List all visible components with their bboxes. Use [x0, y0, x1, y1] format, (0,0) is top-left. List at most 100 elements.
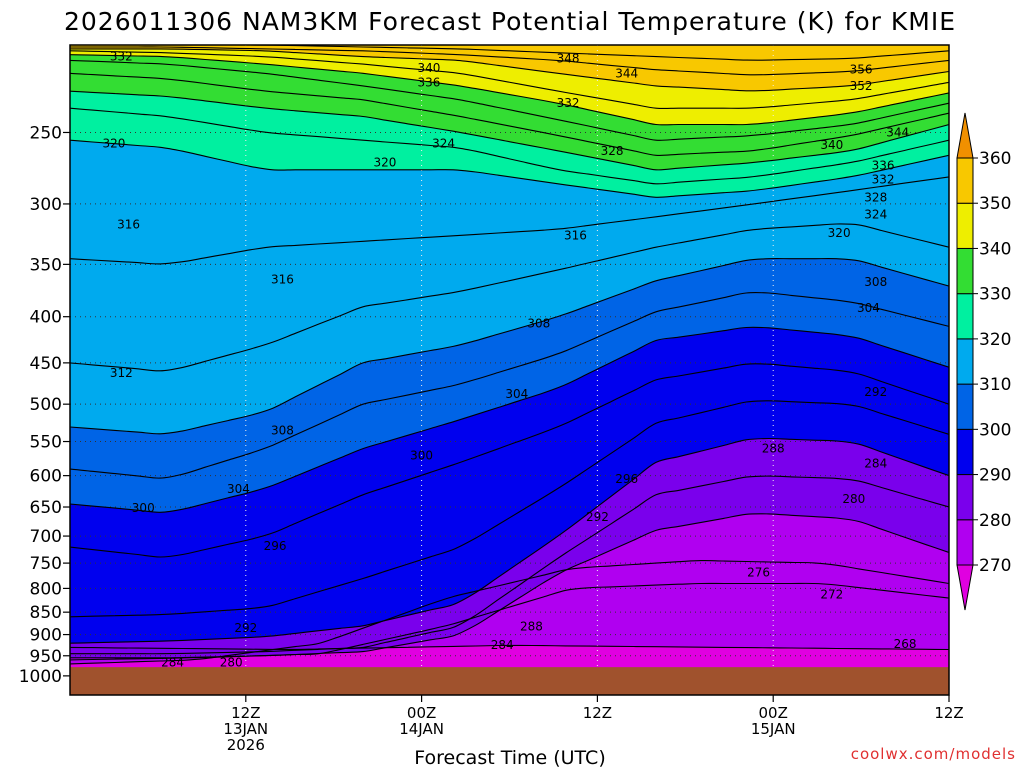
isentrope-268: [70, 644, 949, 651]
x-tick-label: 13JAN: [223, 720, 268, 738]
colorbar-under-arrow: [956, 564, 974, 611]
isentrope-304: [70, 291, 949, 479]
contour-label: 344: [615, 66, 638, 80]
contour-label: 340: [820, 138, 843, 152]
contour-label: 348: [557, 51, 580, 65]
contour-label: 324: [432, 136, 455, 150]
isentrope-320: [70, 139, 949, 198]
contour-label: 304: [857, 301, 880, 315]
contour-label: 300: [132, 501, 155, 515]
grid-lines: [70, 45, 949, 695]
colorbar-label: 350: [979, 194, 1011, 214]
isentrope-288: [70, 437, 949, 644]
contour-label: 276: [747, 565, 770, 579]
plot-frame: [69, 44, 950, 696]
contour-label: 332: [557, 96, 580, 110]
y-tick-label: 750: [30, 554, 62, 574]
colorbar-segment: [956, 247, 974, 295]
contour-label: 332: [872, 173, 895, 187]
contour-label: 284: [491, 638, 514, 652]
colorbar-segment: [956, 157, 974, 204]
isentrope-328: [70, 90, 949, 171]
filled-contours: [70, 45, 949, 695]
contour-label: 320: [102, 136, 125, 150]
contour-label: 324: [864, 207, 887, 221]
contour-label: 288: [762, 442, 785, 456]
x-tick-label: 00Z: [759, 704, 788, 722]
x-tick-label: 15JAN: [751, 720, 796, 738]
colorbar-label: 270: [979, 556, 1011, 576]
contour-label: 300: [410, 449, 433, 463]
colorbar-label: 320: [979, 330, 1011, 350]
contour-label: 296: [264, 539, 287, 553]
contour-label: 296: [615, 472, 638, 486]
isentrope-lines: [70, 45, 949, 665]
y-tick-label: 300: [30, 195, 62, 215]
y-tick-label: 650: [30, 498, 62, 518]
contour-label: 280: [842, 492, 865, 506]
contour-label: 316: [117, 217, 140, 231]
fill-band-356: [70, 45, 949, 61]
isentrope-292: [70, 400, 949, 618]
contour-label: 292: [234, 621, 257, 635]
isentrope-356: [70, 45, 949, 61]
contour-label: 320: [828, 226, 851, 240]
isentrope-296: [70, 363, 949, 558]
contour-label: 312: [110, 366, 133, 380]
x-tick-label: 00Z: [407, 704, 436, 722]
contour-label: 316: [271, 273, 294, 287]
credit-text[interactable]: coolwx.com/models: [851, 745, 1016, 763]
contour-label: 288: [520, 620, 543, 634]
contour-label: 328: [601, 144, 624, 158]
colorbar-label: 290: [979, 466, 1011, 486]
contour-label: 304: [227, 482, 250, 496]
isentrope-316: [70, 176, 949, 265]
colorbar-segment: [956, 202, 974, 249]
colorbar-segment: [956, 293, 974, 340]
colorbar: 270 280 290 300 310 320 330 340 350 360: [956, 112, 1011, 611]
contour-label: 356: [850, 63, 873, 77]
contour-label: 268: [894, 637, 917, 651]
contour-label: 308: [864, 275, 887, 289]
isentrope-280: [70, 513, 949, 659]
contour-label: 308: [527, 317, 550, 331]
contour-label: 284: [864, 457, 887, 471]
y-tick-label: 400: [30, 308, 62, 328]
y-tick-label: 450: [30, 354, 62, 374]
contour-labels: 332 348 340 344 356 336 352 332 320 324 328 340 344 3…: [102, 50, 916, 670]
colorbar-label: 360: [979, 149, 1011, 169]
isentrope-348: [70, 48, 949, 92]
contour-label: 272: [820, 588, 843, 602]
colorbar-segment: [956, 519, 974, 566]
x-tick-label: 14JAN: [399, 720, 444, 738]
contour-label: 284: [161, 656, 184, 670]
contour-label: 352: [850, 79, 873, 93]
chart-title: 2026011306 NAM3KM Forecast Potential Tem…: [64, 7, 956, 36]
y-tick-label: 1000: [19, 667, 62, 687]
contour-label: 280: [220, 656, 243, 670]
colorbar-over-arrow: [956, 112, 974, 159]
isentrope-344: [70, 50, 949, 110]
y-axis: 250 300 350 400 450 500 550 600 650 700 750 800 850 9…: [19, 123, 70, 687]
x-tick-label: 12Z: [583, 704, 612, 722]
y-tick-label: 700: [30, 527, 62, 547]
x-tick-label: 12Z: [231, 704, 260, 722]
y-tick-label: 600: [30, 467, 62, 487]
isentrope-300: [70, 326, 949, 513]
colorbar-label: 300: [979, 420, 1011, 440]
y-tick-label: 800: [30, 579, 62, 599]
contour-label: 336: [872, 159, 895, 173]
isentrope-324: [70, 107, 949, 185]
isentrope-308: [70, 258, 949, 435]
y-tick-label: 250: [30, 123, 62, 143]
colorbar-label: 340: [979, 239, 1011, 259]
y-tick-label: 350: [30, 255, 62, 275]
contour-label: 332: [110, 50, 133, 64]
ground-surface: [70, 667, 949, 695]
y-tick-label: 850: [30, 603, 62, 623]
isentrope-284: [70, 475, 949, 655]
y-tick-label: 550: [30, 433, 62, 453]
contour-label: 336: [417, 75, 440, 89]
